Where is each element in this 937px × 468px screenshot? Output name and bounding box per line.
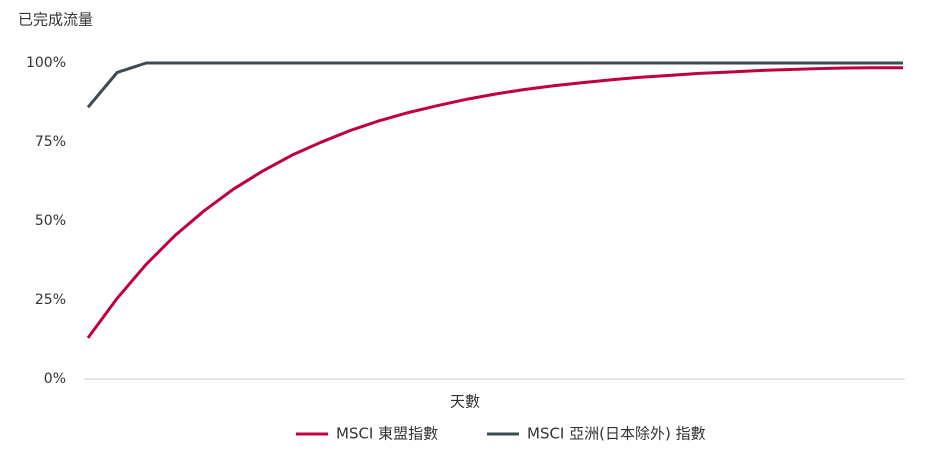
legend-label: MSCI 東盟指數: [336, 425, 438, 443]
y-tick-label: 100%: [26, 55, 66, 71]
line: [86, 61, 903, 109]
y-tick-label: 75%: [35, 134, 66, 150]
x-axis-label: 天數: [450, 393, 480, 411]
y-tick-label: 50%: [35, 213, 66, 229]
y-tick-label: 25%: [35, 292, 66, 308]
legend-label: MSCI 亞洲(日本除外) 指數: [527, 425, 706, 443]
chart-title: 已完成流量: [18, 11, 93, 29]
y-tick-label: 0%: [44, 371, 66, 387]
line: [86, 66, 903, 339]
